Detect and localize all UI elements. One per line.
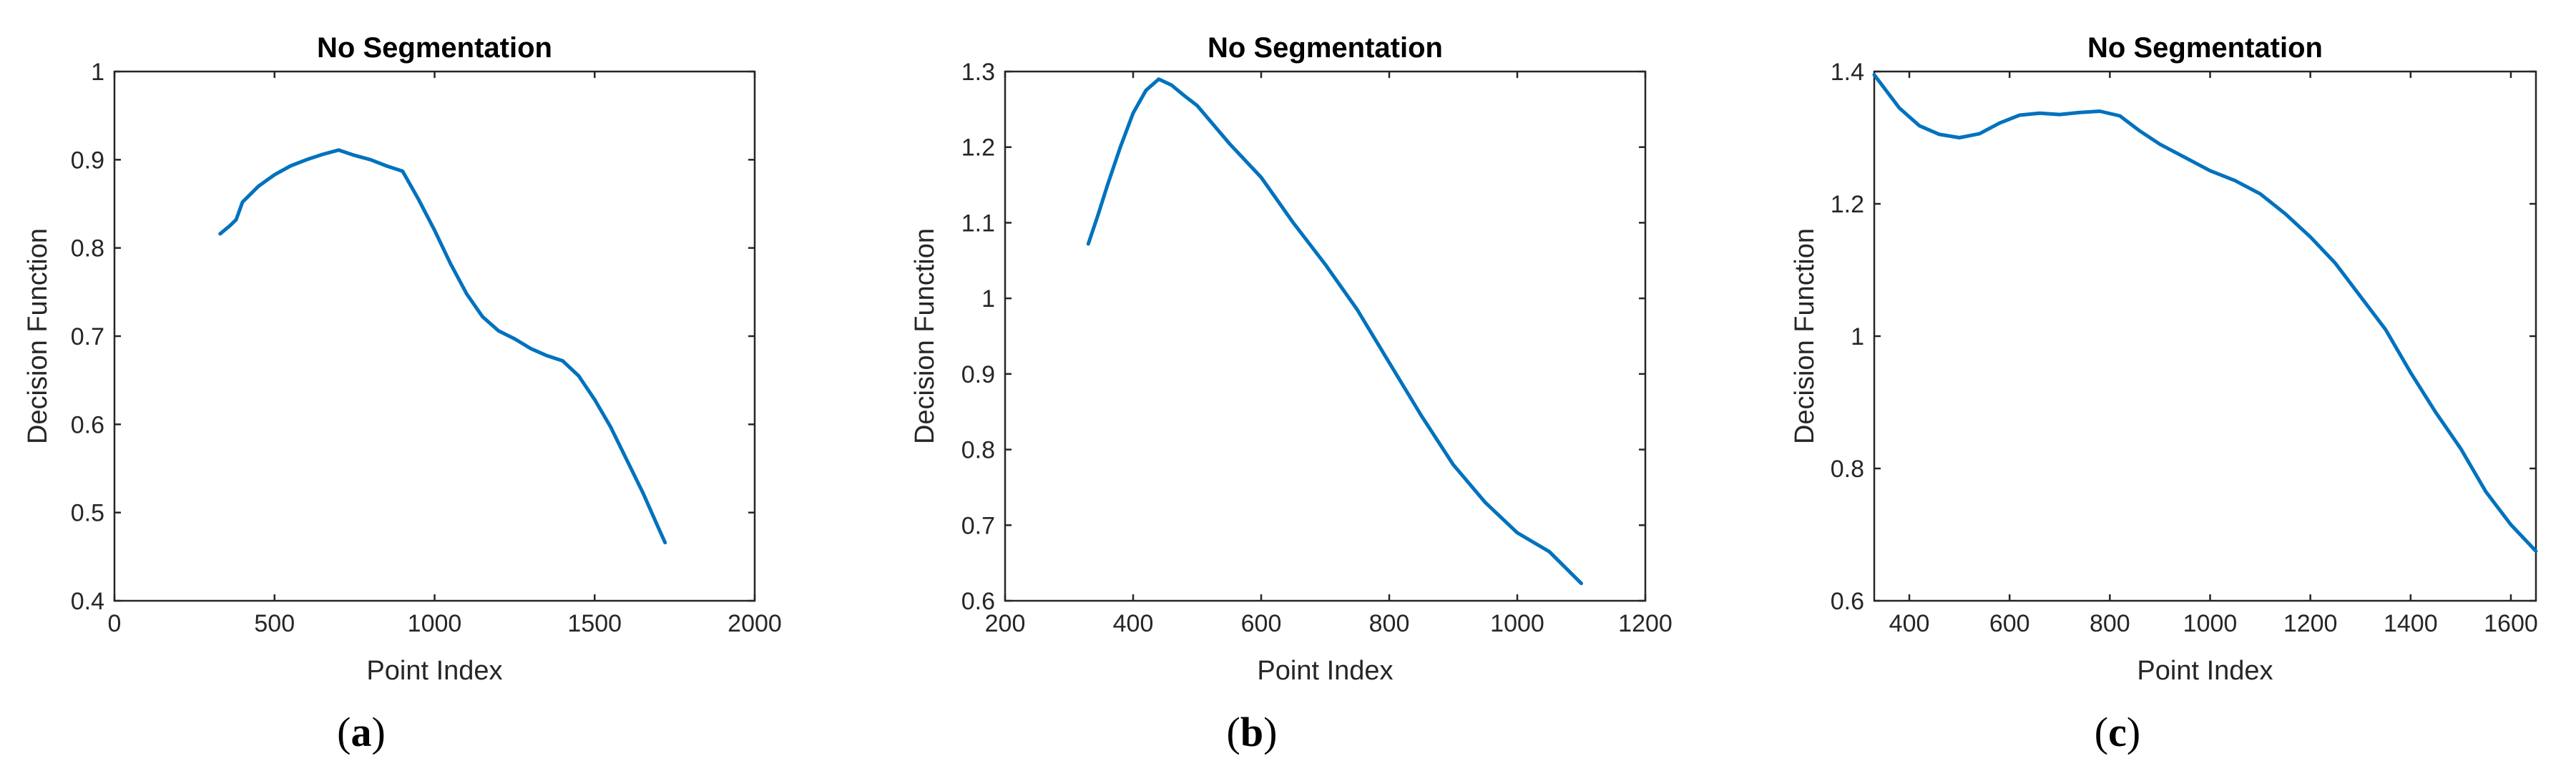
x-tick-label: 200 [985, 610, 1026, 637]
y-tick-label: 0.8 [961, 437, 995, 464]
x-tick-label: 2000 [728, 610, 782, 637]
y-tick-label: 0.7 [71, 323, 104, 350]
y-axis-label: Decision Function [1790, 228, 1820, 444]
panel-caption: (b) [1227, 709, 1278, 755]
y-axis-label: Decision Function [910, 228, 940, 444]
y-tick-label: 0.8 [1831, 456, 1864, 483]
axes-box [1004, 70, 1647, 602]
y-tick-label: 1 [981, 285, 995, 313]
x-tick-label: 1500 [567, 610, 622, 637]
panel-caption: (c) [2095, 709, 2140, 755]
x-tick-label: 600 [1241, 610, 1282, 637]
y-tick-label: 1.2 [961, 134, 995, 162]
x-tick-label: 800 [2090, 610, 2130, 637]
panel-a: 0 500 1000 1500 2000 0.4 0.5 0.6 0.7 0.8 0.9 1 No Se… [23, 32, 782, 755]
x-tick-label: 500 [254, 610, 295, 637]
axes-box [1873, 70, 2537, 602]
series-line [1086, 77, 1583, 586]
y-tick-label: 1.3 [961, 59, 995, 86]
y-tick-label: 1.1 [961, 210, 995, 237]
y-tick-label: 0.5 [71, 500, 104, 527]
x-tick-label: 1000 [408, 610, 462, 637]
x-tick-label: 400 [1113, 610, 1154, 637]
chart-title: No Segmentation [2087, 32, 2323, 64]
x-tick-label: 1600 [2484, 610, 2538, 637]
y-tick-label: 0.9 [961, 361, 995, 388]
x-tick-label: 1200 [1618, 610, 1673, 637]
panel-caption: (a) [337, 709, 386, 755]
y-axis-label: Decision Function [23, 228, 53, 444]
y-tick-label: 1 [1851, 323, 1864, 350]
y-tick-label: 0.4 [71, 588, 104, 615]
y-tick-label: 0.6 [71, 411, 104, 438]
y-tick-label: 1.4 [1831, 59, 1864, 86]
x-tick-label: 0 [108, 610, 122, 637]
x-axis-label: Point Index [1257, 656, 1393, 686]
x-tick-label: 600 [1989, 610, 2030, 637]
y-tick-label: 0.9 [71, 147, 104, 174]
y-tick-label: 0.7 [961, 512, 995, 539]
y-tick-label: 1.2 [1831, 191, 1864, 218]
y-tick-label: 0.8 [71, 235, 104, 262]
y-tick-label: 0.6 [961, 588, 995, 615]
x-tick-label: 1000 [2183, 610, 2238, 637]
x-tick-label: 1400 [2384, 610, 2438, 637]
x-tick-label: 800 [1369, 610, 1410, 637]
series-line [1872, 73, 2538, 554]
panel-c: 400 600 800 1000 1200 1400 1600 0.6 0.8 1 1.2 1.4 No… [1790, 32, 2538, 755]
chart-title: No Segmentation [1208, 32, 1443, 64]
y-tick-label: 0.6 [1831, 588, 1864, 615]
axes-box [113, 70, 756, 602]
series-line [218, 148, 667, 545]
x-tick-label: 400 [1889, 610, 1930, 637]
panel-b: 200 400 600 800 1000 1200 0.6 0.7 0.8 0.9 1 1.1 1.2 1… [910, 32, 1673, 755]
x-tick-label: 1200 [2283, 610, 2338, 637]
y-tick-label: 1 [91, 59, 104, 86]
x-tick-label: 1000 [1490, 610, 1544, 637]
x-axis-label: Point Index [2137, 656, 2273, 686]
chart-title: No Segmentation [317, 32, 552, 64]
x-axis-label: Point Index [366, 656, 502, 686]
